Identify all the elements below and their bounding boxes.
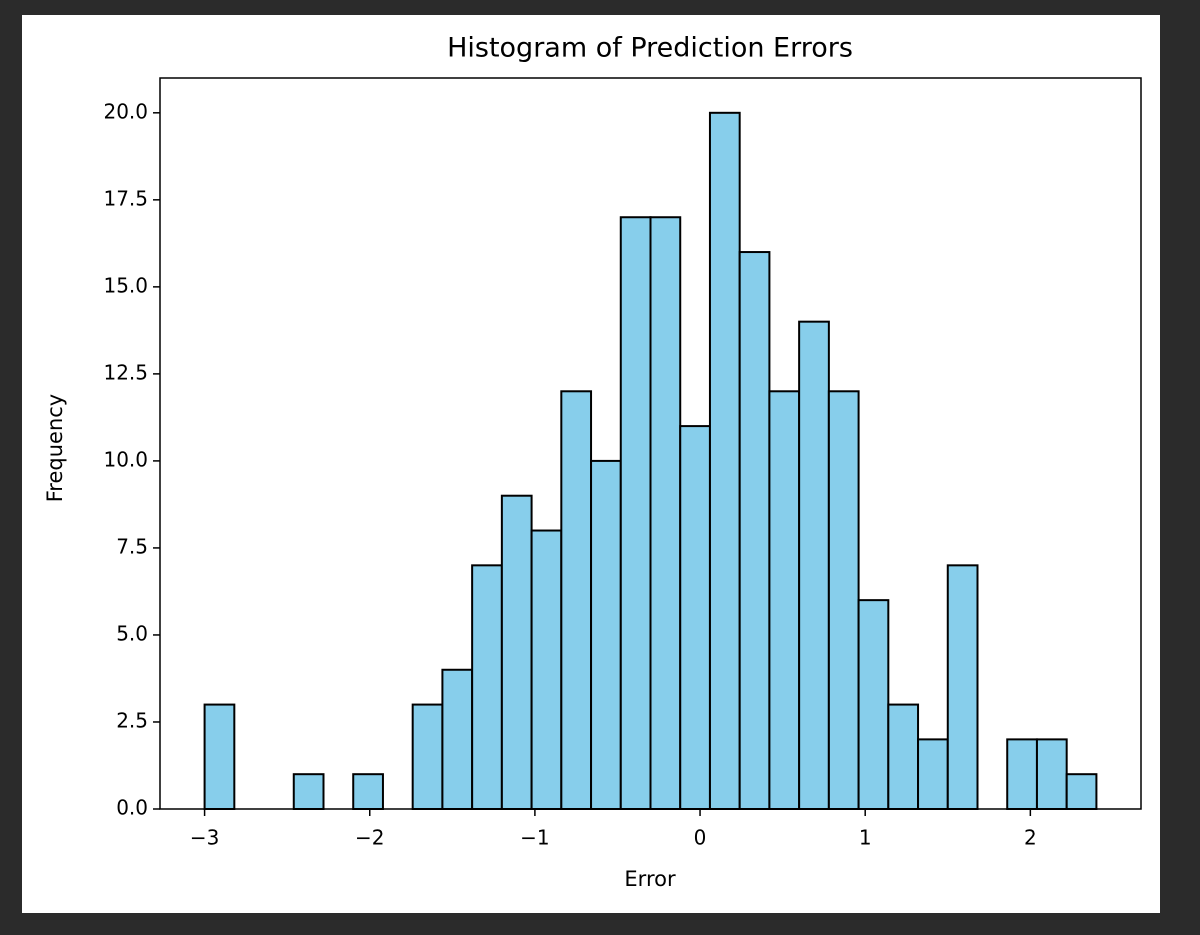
bar [917, 738, 949, 811]
bar [352, 773, 384, 811]
y-tick-label: 5.0 [116, 621, 148, 645]
bar [292, 773, 325, 811]
y-axis-label: Frequency [43, 394, 67, 503]
bar [708, 111, 741, 811]
y-tick-label: 17.5 [103, 186, 148, 210]
y-tick-label: 12.5 [103, 360, 148, 384]
bar [679, 425, 711, 810]
y-tick-label: 2.5 [116, 708, 148, 732]
plot-frame [159, 77, 1142, 810]
bar [1035, 738, 1068, 811]
x-tick-label: −3 [190, 826, 219, 850]
bar [1006, 738, 1038, 811]
bar [203, 703, 236, 810]
x-tick-label: 1 [859, 826, 872, 850]
x-tick-label: 2 [1024, 826, 1037, 850]
bar [619, 216, 652, 810]
y-tick-label: 15.0 [103, 273, 148, 297]
chart-title: Histogram of Prediction Errors [447, 33, 853, 64]
y-tick-label: 7.5 [116, 534, 148, 558]
x-tick-label: −1 [520, 826, 549, 850]
bar [768, 390, 801, 810]
bar [649, 216, 682, 810]
y-tick-label: 0.0 [116, 796, 148, 820]
bar [798, 320, 830, 810]
bar [1065, 773, 1098, 811]
bar [946, 564, 979, 810]
bar [411, 703, 444, 810]
bar [471, 564, 503, 810]
bar [857, 599, 890, 811]
bar [560, 390, 593, 810]
y-tick-label: 10.0 [103, 447, 148, 471]
x-tick-label: 0 [694, 826, 707, 850]
x-tick-label: −2 [355, 826, 384, 850]
bar [738, 251, 771, 811]
bar [441, 668, 474, 810]
bar [530, 529, 563, 810]
bar [590, 459, 622, 810]
bar [500, 494, 533, 810]
y-tick-label: 20.0 [103, 99, 148, 123]
x-axis-label: Error [624, 867, 676, 891]
bar [887, 703, 920, 810]
bar [827, 390, 860, 810]
